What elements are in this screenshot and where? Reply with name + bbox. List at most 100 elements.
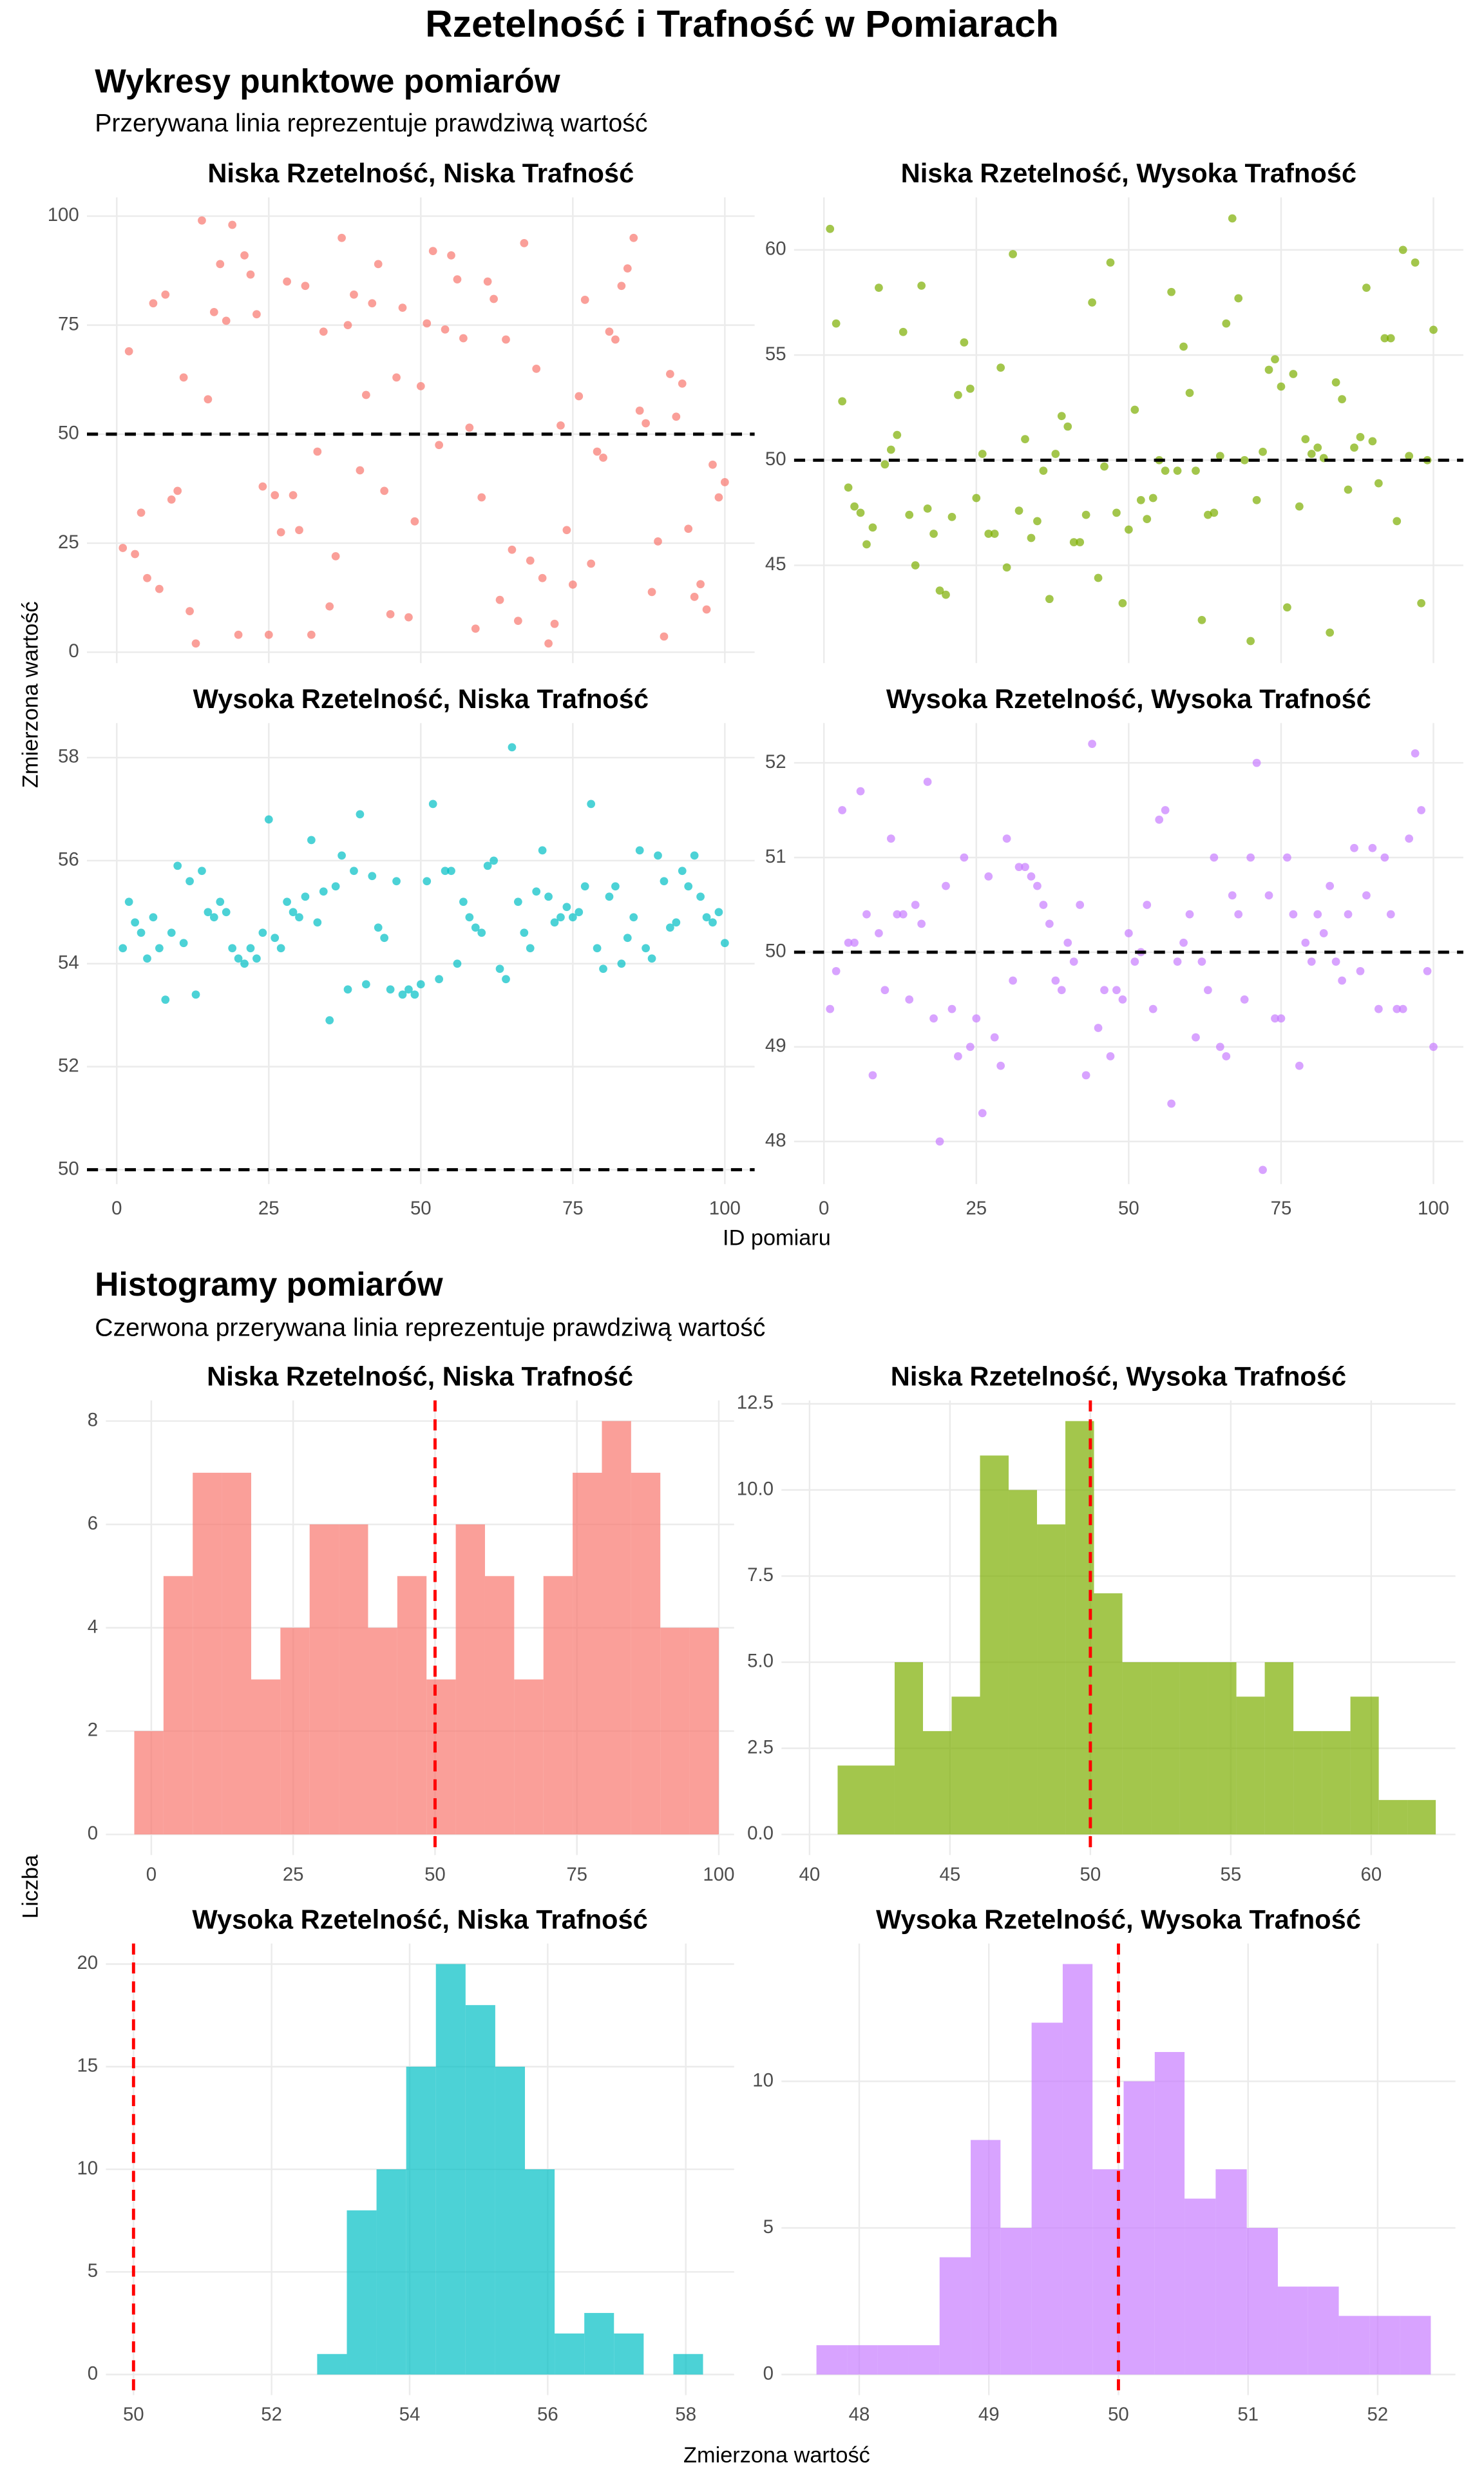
point: [386, 985, 395, 994]
point: [696, 892, 705, 901]
point: [850, 938, 859, 947]
point: [1344, 910, 1353, 919]
bar: [543, 1576, 573, 1835]
point: [167, 495, 176, 504]
bar: [673, 2354, 703, 2375]
bar: [1236, 1696, 1265, 1835]
point: [271, 491, 280, 499]
point: [1045, 595, 1054, 604]
point: [1039, 901, 1048, 909]
point: [1033, 517, 1042, 526]
point: [477, 493, 486, 502]
x-tick-label: 25: [283, 1864, 304, 1885]
bar: [465, 2005, 495, 2375]
y-tick-label: 10.0: [737, 1478, 774, 1499]
bar: [1264, 1662, 1294, 1835]
y-tick-label: 50: [765, 448, 786, 470]
x-tick-label: 75: [562, 1198, 584, 1219]
point: [1423, 966, 1432, 975]
point: [331, 552, 340, 561]
point: [483, 861, 492, 870]
point: [1386, 910, 1395, 919]
point: [1179, 938, 1188, 947]
y-tick-label: 4: [88, 1616, 98, 1637]
y-tick-label: 15: [77, 2055, 98, 2076]
point: [660, 632, 669, 641]
point: [972, 494, 981, 503]
point: [459, 897, 468, 906]
point: [325, 1016, 334, 1025]
point: [880, 986, 889, 995]
point: [301, 892, 310, 901]
point: [410, 517, 419, 526]
point: [453, 959, 462, 968]
x-tick-label: 45: [940, 1864, 961, 1885]
point: [538, 846, 547, 855]
point: [1417, 599, 1425, 608]
point: [234, 954, 243, 963]
x-tick-label: 48: [849, 2404, 870, 2425]
point: [538, 573, 547, 582]
point: [850, 502, 859, 511]
point: [886, 834, 895, 843]
point: [684, 882, 693, 891]
bar: [660, 1627, 690, 1835]
bar: [1378, 1799, 1408, 1835]
point: [209, 913, 218, 922]
point: [1429, 1042, 1438, 1051]
point: [660, 877, 669, 886]
point: [1155, 815, 1164, 824]
point: [1204, 986, 1212, 995]
point: [978, 1109, 987, 1118]
point: [380, 486, 389, 495]
point: [179, 939, 188, 948]
point: [198, 216, 206, 225]
point: [361, 980, 370, 989]
point: [1252, 758, 1261, 767]
point: [1179, 342, 1188, 351]
bar: [251, 1679, 281, 1835]
point: [911, 901, 920, 909]
y-tick-label: 0: [68, 640, 79, 662]
bar: [923, 1731, 952, 1835]
point: [1197, 615, 1206, 624]
panel-title: Niska Rzetelność, Wysoka Trafność: [891, 1361, 1346, 1391]
point: [826, 1004, 835, 1013]
point: [252, 954, 261, 963]
x-tick-label: 58: [675, 2404, 696, 2425]
point: [575, 908, 584, 917]
point: [356, 466, 365, 475]
point: [1277, 382, 1286, 391]
point: [368, 299, 377, 308]
point: [1350, 843, 1358, 852]
point: [428, 800, 437, 809]
point: [1167, 1099, 1175, 1108]
bar: [1293, 1731, 1322, 1835]
point: [1252, 495, 1261, 504]
point: [923, 778, 932, 786]
point: [209, 307, 218, 316]
point: [289, 491, 298, 499]
bar: [309, 1524, 339, 1835]
bar: [397, 1576, 427, 1835]
point: [678, 867, 687, 876]
bar: [555, 2333, 585, 2375]
section-subtitle: Czerwona przerywana linia reprezentuje p…: [95, 1314, 765, 1342]
point: [1271, 355, 1279, 363]
point: [1136, 495, 1145, 504]
bar: [368, 1627, 397, 1835]
bar: [347, 2210, 377, 2375]
point: [1417, 806, 1425, 814]
point: [593, 944, 602, 953]
point: [1356, 433, 1365, 441]
bar: [495, 2066, 525, 2375]
point: [179, 373, 188, 382]
point: [1033, 881, 1042, 890]
bar: [1322, 1731, 1351, 1835]
point: [954, 390, 962, 399]
point: [173, 861, 182, 870]
bar: [280, 1627, 310, 1835]
point: [917, 919, 926, 928]
point: [143, 573, 151, 582]
point: [611, 882, 620, 891]
